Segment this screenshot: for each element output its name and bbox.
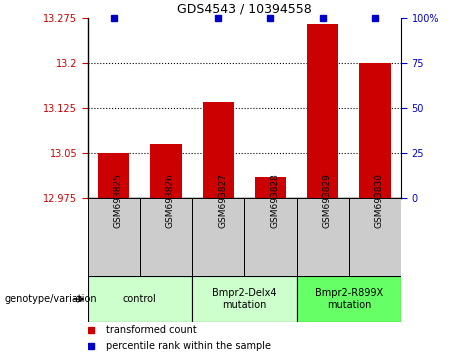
Text: transformed count: transformed count — [106, 325, 197, 335]
Bar — [88, 276, 192, 322]
Text: GSM693830: GSM693830 — [375, 173, 384, 228]
Bar — [192, 198, 244, 276]
Bar — [140, 198, 192, 276]
Bar — [349, 198, 401, 276]
Text: control: control — [123, 294, 157, 304]
Bar — [98, 153, 130, 198]
Text: GSM693825: GSM693825 — [114, 173, 123, 228]
Bar — [255, 177, 286, 198]
Text: GSM693826: GSM693826 — [166, 173, 175, 228]
Text: percentile rank within the sample: percentile rank within the sample — [106, 341, 272, 351]
Bar — [150, 144, 182, 198]
Bar — [244, 198, 296, 276]
Bar — [307, 24, 338, 198]
Text: genotype/variation: genotype/variation — [5, 294, 97, 304]
Bar — [192, 276, 296, 322]
Text: GSM693828: GSM693828 — [271, 173, 279, 228]
Bar — [296, 276, 401, 322]
Text: GSM693829: GSM693829 — [323, 173, 332, 228]
Text: Bmpr2-Delx4
mutation: Bmpr2-Delx4 mutation — [212, 288, 277, 310]
Bar — [296, 198, 349, 276]
Bar — [88, 198, 140, 276]
Bar — [202, 102, 234, 198]
Text: Bmpr2-R899X
mutation: Bmpr2-R899X mutation — [315, 288, 383, 310]
Bar — [359, 63, 390, 198]
Text: GSM693827: GSM693827 — [218, 173, 227, 228]
Title: GDS4543 / 10394558: GDS4543 / 10394558 — [177, 2, 312, 15]
